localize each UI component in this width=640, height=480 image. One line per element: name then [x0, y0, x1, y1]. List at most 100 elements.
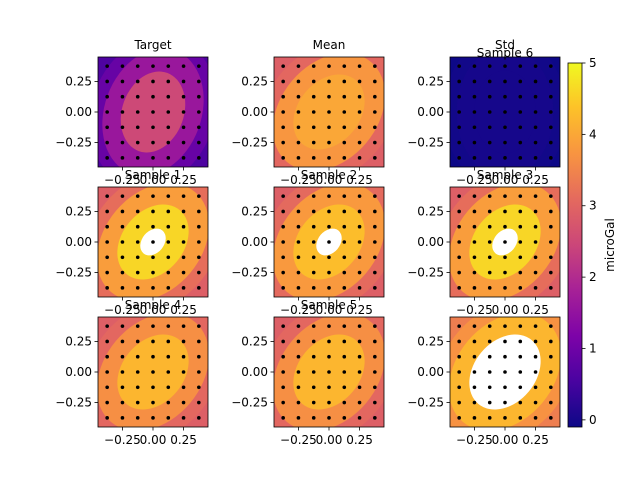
- station-marker: [197, 209, 201, 214]
- station-marker: [503, 194, 507, 198]
- x-tick-label: 0.00: [492, 433, 519, 447]
- station-marker: [457, 370, 461, 374]
- contour-fill: [274, 317, 384, 427]
- colorbar-tick-label: 4: [589, 127, 597, 141]
- contour-fill: [98, 317, 208, 427]
- colorbar-label: microGal: [603, 218, 617, 272]
- station-marker: [357, 416, 362, 420]
- station-marker: [151, 209, 155, 214]
- station-marker: [197, 354, 201, 359]
- station-marker: [151, 110, 155, 114]
- x-tick-label: 0.00: [316, 173, 343, 187]
- station-marker: [518, 224, 523, 229]
- station-marker: [457, 110, 461, 114]
- station-marker: [151, 385, 155, 390]
- station-marker: [472, 125, 477, 130]
- station-marker: [327, 400, 331, 405]
- station-marker: [342, 64, 347, 68]
- station-marker: [503, 156, 507, 160]
- contour-fill: [450, 57, 560, 167]
- station-marker: [503, 64, 507, 68]
- y-tick-label: −0.25: [231, 136, 268, 150]
- station-marker: [181, 140, 186, 145]
- station-marker: [342, 400, 347, 405]
- station-marker: [342, 79, 347, 84]
- station-marker: [197, 370, 201, 374]
- station-marker: [472, 286, 477, 290]
- station-marker: [181, 224, 186, 229]
- station-marker: [533, 416, 538, 420]
- station-marker: [105, 255, 109, 260]
- station-marker: [296, 370, 301, 374]
- station-marker: [457, 224, 461, 229]
- station-marker: [281, 125, 285, 130]
- station-marker: [296, 156, 301, 160]
- station-marker: [296, 64, 301, 68]
- station-marker: [549, 156, 553, 160]
- station-marker: [503, 224, 507, 229]
- station-marker: [472, 209, 477, 214]
- station-marker: [135, 354, 140, 359]
- station-marker: [503, 94, 507, 99]
- x-tick-label: −0.25: [456, 433, 493, 447]
- contour-fill: [450, 317, 560, 427]
- contour-fill: [450, 187, 560, 297]
- station-marker: [457, 339, 461, 344]
- station-marker: [135, 370, 140, 374]
- station-marker: [135, 156, 140, 160]
- station-marker: [503, 354, 507, 359]
- station-marker: [105, 370, 109, 374]
- station-marker: [120, 156, 125, 160]
- station-marker: [166, 140, 171, 145]
- station-marker: [296, 194, 301, 198]
- station-marker: [120, 140, 125, 145]
- y-tick-label: 0.25: [241, 204, 268, 218]
- station-marker: [120, 416, 125, 420]
- station-marker: [457, 400, 461, 405]
- station-marker: [311, 255, 316, 260]
- station-marker: [296, 324, 301, 328]
- panel-9: −0.250.00 0.250.250.00−0.25: [407, 316, 561, 447]
- station-marker: [197, 110, 201, 114]
- station-marker: [357, 156, 362, 160]
- station-marker: [296, 339, 301, 344]
- station-marker: [135, 209, 140, 214]
- contour-fill: [98, 187, 208, 297]
- station-marker: [373, 94, 377, 99]
- station-marker: [105, 416, 109, 420]
- station-marker: [311, 94, 316, 99]
- station-marker: [151, 224, 155, 229]
- station-marker: [120, 224, 125, 229]
- station-marker: [151, 416, 155, 420]
- station-marker: [120, 110, 125, 114]
- station-marker: [135, 270, 140, 275]
- contour-fill: [274, 57, 384, 167]
- station-marker: [151, 354, 155, 359]
- x-tick-label: −0.25: [104, 173, 141, 187]
- station-marker: [281, 385, 285, 390]
- station-marker: [311, 270, 316, 275]
- x-tick-label: 0.00: [140, 173, 167, 187]
- station-marker: [487, 224, 492, 229]
- y-tick-label: −0.25: [55, 136, 92, 150]
- station-marker: [135, 110, 140, 114]
- station-marker: [327, 64, 331, 68]
- panel-title: Sample 2: [301, 168, 357, 182]
- station-marker: [151, 94, 155, 99]
- x-tick-label: 0.00: [316, 433, 343, 447]
- station-marker: [311, 224, 316, 229]
- y-tick-label: 0.00: [65, 235, 92, 249]
- station-marker: [457, 416, 461, 420]
- station-marker: [105, 156, 109, 160]
- y-tick-label: 0.25: [65, 334, 92, 348]
- station-marker: [181, 385, 186, 390]
- station-marker: [311, 400, 316, 405]
- station-marker: [197, 64, 201, 68]
- station-marker: [457, 270, 461, 275]
- station-marker: [105, 400, 109, 405]
- x-tick-label: −0.25: [280, 173, 317, 187]
- station-marker: [166, 385, 171, 390]
- station-marker: [166, 94, 171, 99]
- station-marker: [151, 194, 155, 198]
- station-marker: [197, 140, 201, 145]
